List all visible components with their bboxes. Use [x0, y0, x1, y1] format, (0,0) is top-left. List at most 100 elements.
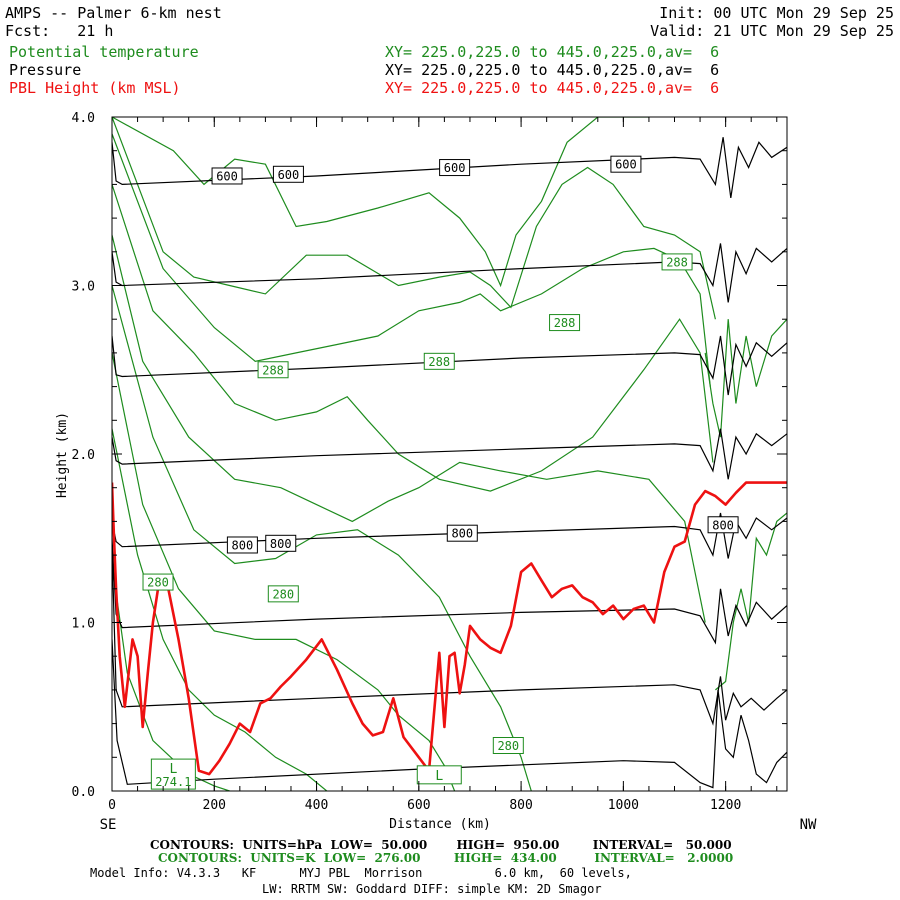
forecast-hours: 21 h: [77, 22, 114, 40]
pressure-label: 600: [610, 155, 642, 173]
theta-label-box: [549, 314, 581, 332]
theta-label-box: [142, 573, 174, 591]
field-xy-pbl: XY= 225.0,225.0 to 445.0,225.0,av= 6: [385, 79, 720, 97]
x-end-label-left: SE: [100, 817, 117, 833]
x-tick-label: 600: [407, 798, 430, 813]
theta-contour-line: [704, 318, 787, 438]
pressure-label-box: [439, 159, 471, 177]
theta-contour-line: [112, 117, 649, 288]
footer-pressure-contours: CONTOURS: UNITS=hPa LOW= 50.000 HIGH= 95…: [150, 838, 732, 852]
theta-label: 288: [661, 253, 693, 271]
x-end-label-right: NW: [800, 817, 817, 833]
x-axis-label: Distance (km): [389, 817, 491, 832]
theta-label-text: 288: [262, 363, 284, 377]
pressure-label-box: [226, 536, 258, 554]
pressure-label-text: 800: [712, 518, 734, 532]
y-tick-label: 0.0: [72, 785, 95, 800]
pressure-label-box: [211, 167, 243, 185]
pressure-contour-line: [112, 512, 787, 559]
theta-minimum-marker: L: [416, 765, 462, 785]
y-tick-label: 3.0: [72, 280, 95, 295]
pressure-label: 800: [446, 524, 478, 542]
pressure-label-box: [272, 165, 304, 183]
theta-label: 288: [257, 361, 289, 379]
theta-contour-line: [112, 563, 230, 791]
pressure-label-text: 600: [216, 169, 238, 183]
pressure-label: 800: [707, 516, 739, 534]
theta-minimum-value: 274.1: [155, 775, 191, 789]
theta-contour-line: [112, 133, 711, 387]
theta-contour-line: [112, 234, 706, 623]
contour-labels: 600 600 600 600 800 800 800 800 280 280 280 288 288 2…: [142, 155, 739, 790]
pressure-label: 600: [272, 165, 304, 183]
forecast-label: Fcst: 21 h: [5, 22, 113, 40]
x-tick-label: 400: [305, 798, 328, 813]
theta-label: 280: [267, 585, 299, 603]
y-tick-label: 4.0: [72, 111, 95, 126]
chart-title: AMPS -- Palmer 6-km nest: [5, 4, 222, 22]
theta-minimum-box: [150, 758, 196, 790]
footer-theta-contours: CONTOURS: UNITS=K LOW= 276.00 HIGH= 434.…: [158, 851, 734, 865]
field-name-pbl: PBL Height (km MSL): [9, 79, 181, 97]
footer-model-info: Model Info: V4.3.3 KF MYJ PBL Morrison 6…: [90, 866, 632, 880]
x-tick-label: 200: [203, 798, 226, 813]
pressure-label: 800: [265, 534, 297, 552]
y-tick-label: 2.0: [72, 448, 95, 463]
theta-minimum-letter: L: [169, 762, 177, 777]
pressure-contours: [112, 137, 787, 789]
pressure-contour-line: [112, 428, 787, 480]
pressure-label-box: [265, 534, 297, 552]
theta-minimum-box: [416, 765, 462, 785]
theta-label: 288: [549, 314, 581, 332]
init-time: Init: 00 UTC Mon 29 Sep 25: [659, 4, 894, 22]
valid-time: Valid: 21 UTC Mon 29 Sep 25: [650, 22, 894, 40]
pressure-label: 600: [211, 167, 243, 185]
theta-label-text: 280: [147, 576, 169, 590]
axes: 0.0 1.0 2.0 3.0 4.0 0 200 400 600 800 1000 1200: [72, 111, 787, 813]
forecast-label-text: Fcst:: [5, 22, 51, 40]
pbl-height-line: [112, 481, 787, 776]
theta-label: 280: [492, 737, 524, 755]
footer-physics: LW: RRTM SW: Goddard DIFF: simple KM: 2D…: [262, 882, 602, 896]
theta-label-text: 288: [428, 355, 450, 369]
x-tick-label: 1000: [608, 798, 639, 813]
theta-minimum-letter: L: [435, 769, 443, 784]
pressure-contour-line: [112, 243, 787, 303]
pressure-label-text: 800: [232, 538, 254, 552]
theta-label-text: 288: [666, 255, 688, 269]
theta-label-box: [257, 361, 289, 379]
pressure-label-box: [610, 155, 642, 173]
pressure-contour-line: [112, 137, 787, 198]
pressure-contour-line: [112, 538, 787, 645]
pressure-contour-line: [112, 639, 787, 789]
pressure-label-text: 800: [451, 527, 473, 541]
pressure-label-text: 600: [615, 158, 637, 172]
theta-label-text: 280: [497, 739, 519, 753]
field-name-theta: Potential temperature: [9, 43, 199, 61]
y-axis-label: Height (km): [55, 412, 70, 498]
theta-label-box: [267, 585, 299, 603]
pbl-height: [112, 481, 787, 776]
pressure-label: 600: [439, 159, 471, 177]
pressure-label-text: 600: [278, 168, 300, 182]
theta-label: 288: [423, 352, 455, 370]
field-name-pressure: Pressure: [9, 61, 82, 79]
theta-label-box: [423, 352, 455, 370]
pressure-contour-line: [112, 546, 787, 726]
pressure-label-box: [707, 516, 739, 534]
plot-frame: [111, 116, 788, 792]
pressure-label-box: [446, 524, 478, 542]
theta-contour-line: [112, 285, 532, 791]
pressure-label: 800: [226, 536, 258, 554]
theta-contours: [112, 117, 787, 791]
theta-label-text: 288: [554, 316, 576, 330]
y-tick-label: 1.0: [72, 617, 95, 632]
field-xy-theta: XY= 225.0,225.0 to 445.0,225.0,av= 6: [385, 43, 720, 61]
theta-contour-line: [715, 512, 787, 691]
field-xy-pressure: XY= 225.0,225.0 to 445.0,225.0,av= 6: [385, 61, 720, 79]
theta-label-box: [492, 737, 524, 755]
theta-label: 280: [142, 573, 174, 591]
pressure-contour-line: [112, 335, 787, 396]
